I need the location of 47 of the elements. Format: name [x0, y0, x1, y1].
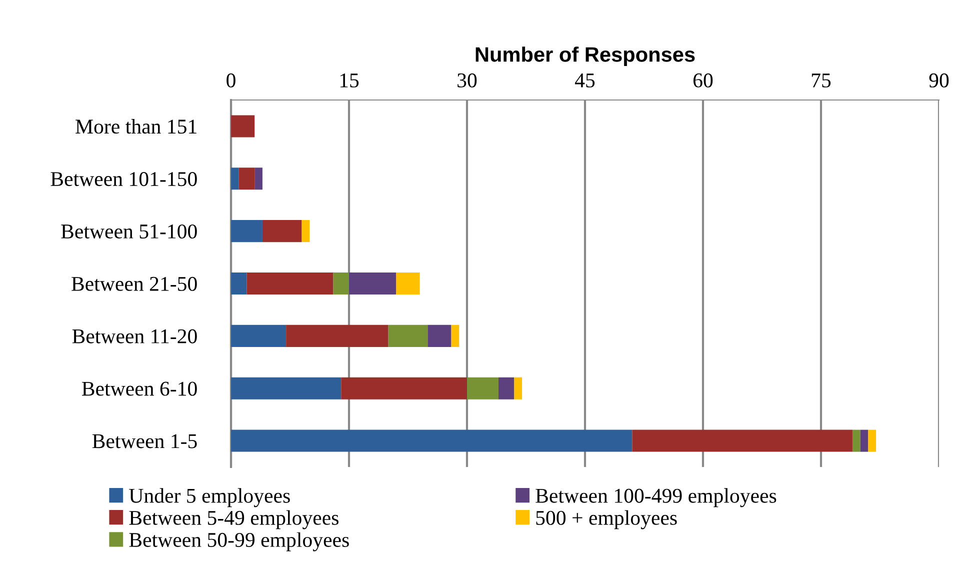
bar: [262, 220, 302, 242]
bar: [428, 324, 452, 347]
bar: [286, 324, 388, 347]
y-tick-label: Between 21-50: [72, 276, 197, 291]
x-tick-label: 30: [458, 73, 477, 88]
legend-label: Between 50-99 employees: [129, 532, 349, 552]
legend-label: 500 + employees: [536, 510, 677, 530]
bar: [231, 272, 247, 295]
y-tick-label: Between 6-10: [82, 382, 197, 396]
bar: [498, 377, 514, 400]
x-axis-title: Number of Responses: [476, 46, 695, 66]
bar: [451, 324, 460, 347]
legend-label: Between 5-49 employees: [129, 510, 338, 530]
bar: [246, 272, 334, 295]
legend-label: Between 100-499 employees: [536, 488, 776, 508]
bar: [238, 168, 255, 190]
bar: [852, 430, 860, 452]
bar: [341, 377, 467, 400]
bar: [254, 168, 262, 190]
y-tick-label: More than 151: [76, 118, 196, 134]
bar: [514, 377, 522, 400]
x-tick-label: 0: [226, 73, 236, 88]
bar: [231, 377, 342, 400]
bar: [231, 324, 286, 347]
bar: [868, 430, 876, 452]
y-tick-label: Between 51-100: [61, 224, 197, 239]
bar: [396, 272, 420, 295]
bar: [860, 430, 868, 452]
bar: [349, 272, 396, 295]
x-tick-label: 75: [812, 74, 831, 88]
y-tick-label: Between 1-5: [92, 434, 197, 448]
bar: [231, 220, 262, 242]
x-tick-label: 45: [574, 74, 595, 88]
legend-label: Under 5 employees: [129, 488, 290, 508]
bar: [388, 324, 428, 347]
bar: [231, 115, 255, 138]
bar: [467, 377, 498, 400]
bar: [333, 272, 349, 295]
bar: [231, 168, 239, 190]
y-tick-label: Between 101-150: [50, 172, 197, 186]
bar: [632, 430, 852, 452]
x-tick-label: 60: [693, 73, 713, 88]
bar: [302, 220, 310, 242]
y-tick-label: Between 11-20: [72, 329, 197, 344]
x-tick-label: 90: [929, 73, 949, 88]
bar: [231, 430, 632, 452]
x-tick-label: 15: [340, 73, 359, 88]
